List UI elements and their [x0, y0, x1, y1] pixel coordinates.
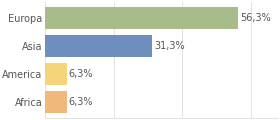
Text: 31,3%: 31,3%	[154, 41, 185, 51]
Text: 6,3%: 6,3%	[69, 97, 93, 107]
Text: 56,3%: 56,3%	[240, 13, 271, 23]
Bar	[45, 91, 67, 113]
Text: 6,3%: 6,3%	[69, 69, 93, 79]
Bar	[45, 7, 238, 29]
Bar	[45, 35, 152, 57]
Bar	[45, 63, 67, 85]
